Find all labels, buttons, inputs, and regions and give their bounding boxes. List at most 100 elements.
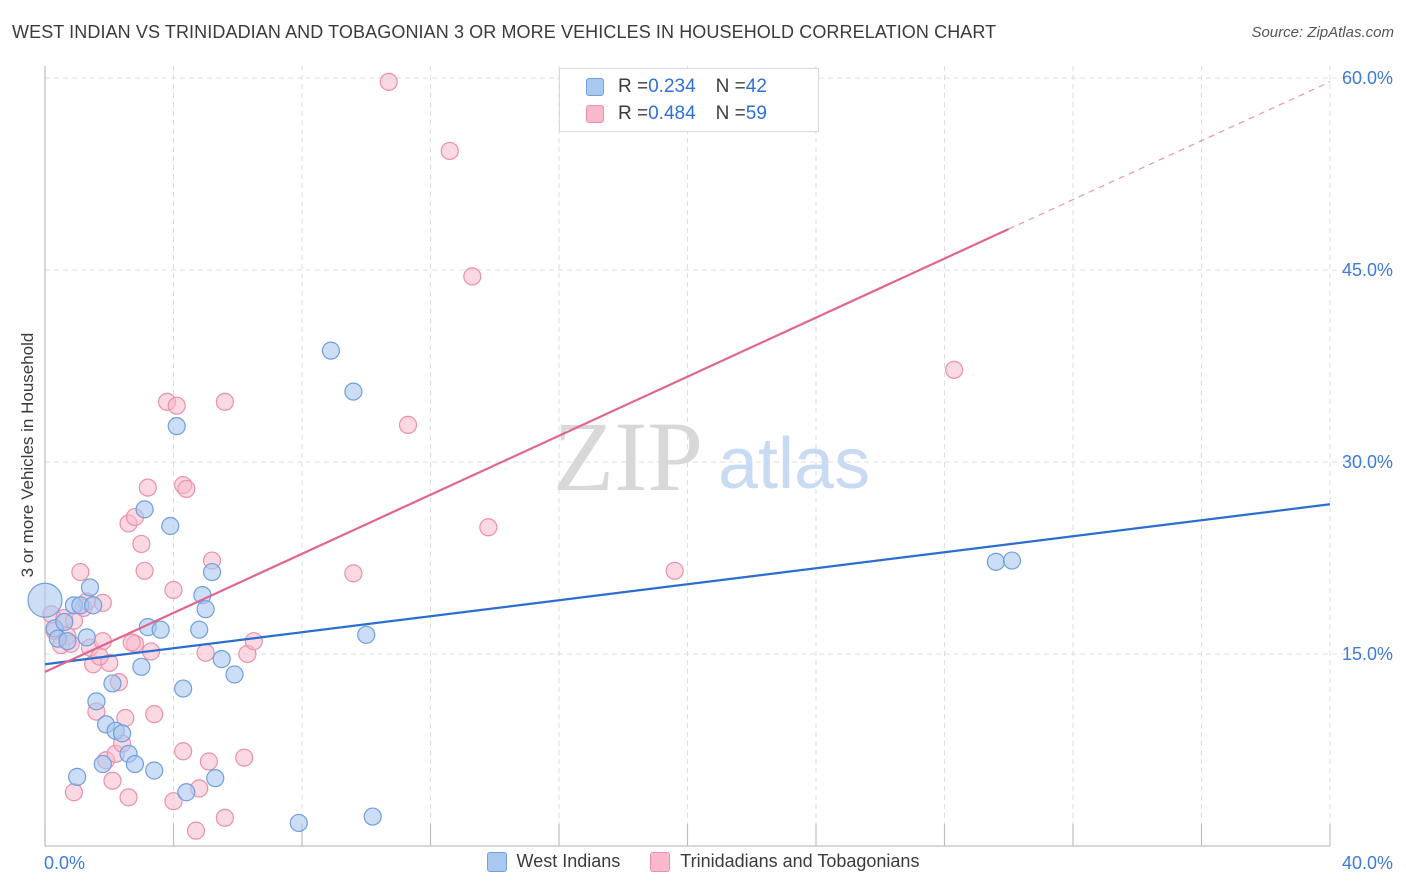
data-point-west-indians — [321, 341, 341, 360]
trendline-trinidadians — [44, 228, 1010, 673]
data-point-west-indians — [206, 769, 225, 788]
series-west-indians-points — [27, 341, 1022, 833]
legend-swatch-blue — [486, 851, 507, 872]
data-point-trinidadians — [463, 267, 482, 286]
axis-layer — [44, 66, 1331, 847]
data-point-west-indians — [225, 665, 244, 684]
data-point-west-indians — [80, 578, 100, 597]
y-tick-label: 15.0% — [1342, 644, 1393, 664]
data-point-trinidadians — [167, 396, 186, 415]
legend-swatch-blue — [586, 78, 604, 96]
legend-r-value: 0.484 — [648, 103, 696, 124]
data-point-west-indians — [986, 552, 1006, 571]
y-tick-label: 30.0% — [1342, 452, 1393, 472]
data-point-trinidadians — [145, 705, 164, 724]
legend-n-label: N = — [715, 76, 746, 97]
data-point-trinidadians — [215, 808, 234, 827]
data-point-west-indians — [357, 625, 376, 644]
data-point-west-indians — [190, 620, 209, 639]
data-point-trinidadians — [71, 562, 90, 582]
data-point-west-indians — [212, 650, 231, 669]
data-point-trinidadians — [64, 783, 84, 802]
data-point-west-indians — [174, 679, 193, 698]
data-point-west-indians — [112, 724, 132, 743]
x-tick-label: 0.0% — [44, 853, 85, 873]
legend-r-label: R = — [618, 103, 649, 124]
data-point-trinidadians — [164, 580, 183, 600]
data-point-trinidadians — [177, 479, 196, 498]
legend: R = 0.234 N = 42 R = 0.484 N = 59 — [559, 68, 819, 132]
data-point-west-indians — [68, 767, 87, 786]
trendline-west-indians — [44, 503, 1331, 666]
data-point-trinidadians — [440, 141, 459, 161]
watermark-zip: ZIP — [553, 401, 703, 512]
data-point-west-indians — [27, 582, 63, 618]
source-label: Source: ZipAtlas.com — [1251, 24, 1394, 41]
grid-layer — [45, 66, 1394, 846]
data-point-west-indians — [93, 754, 112, 774]
data-point-trinidadians — [215, 392, 234, 411]
data-point-trinidadians — [103, 771, 122, 790]
data-point-trinidadians — [196, 643, 215, 662]
data-point-west-indians — [344, 382, 363, 401]
data-point-west-indians — [55, 612, 74, 632]
data-point-trinidadians — [174, 742, 193, 761]
data-point-west-indians — [1002, 551, 1022, 570]
data-point-west-indians — [363, 807, 382, 826]
data-point-trinidadians — [665, 561, 684, 580]
data-point-trinidadians — [186, 821, 206, 840]
y-tick-label: 45.0% — [1342, 260, 1393, 280]
legend-r-value: 0.234 — [648, 76, 696, 97]
data-point-trinidadians — [379, 72, 398, 91]
bottom-legend: West Indians Trinidadians and Tobagonian… — [0, 851, 1406, 872]
data-point-west-indians — [177, 783, 196, 802]
legend-row-trinidadians: R = 0.484 N = 59 — [586, 102, 767, 126]
y-tick-label: 60.0% — [1342, 68, 1393, 88]
watermark: ZIP atlas — [553, 401, 870, 512]
data-point-west-indians — [196, 600, 215, 619]
data-point-west-indians — [202, 562, 222, 582]
bottom-legend-west-indians[interactable]: West Indians — [486, 851, 621, 872]
chart-title: WEST INDIAN VS TRINIDADIAN AND TOBAGONIA… — [12, 22, 997, 42]
data-point-trinidadians — [199, 752, 218, 771]
data-point-west-indians — [289, 813, 308, 833]
data-point-trinidadians — [945, 360, 964, 379]
data-point-trinidadians — [138, 478, 157, 497]
legend-swatch-pink — [650, 851, 671, 872]
data-point-west-indians — [135, 500, 154, 519]
data-point-west-indians — [77, 628, 96, 647]
data-point-west-indians — [58, 632, 77, 651]
data-point-trinidadians — [479, 518, 498, 537]
tick-labels: 15.0% 30.0% 45.0% 60.0% 0.0% 40.0% — [44, 68, 1393, 873]
data-point-trinidadians — [119, 788, 138, 807]
data-point-trinidadians — [132, 534, 151, 554]
x-tick-label: 40.0% — [1342, 853, 1393, 873]
data-point-trinidadians — [244, 632, 263, 651]
data-point-trinidadians — [135, 561, 154, 580]
data-point-west-indians — [87, 692, 106, 711]
watermark-atlas: atlas — [718, 424, 870, 504]
data-point-trinidadians — [398, 415, 418, 434]
data-point-west-indians — [167, 417, 186, 436]
data-point-trinidadians — [235, 748, 254, 767]
legend-row-west-indians: R = 0.234 N = 42 — [586, 75, 767, 99]
legend-n-value: 42 — [745, 76, 767, 97]
trendline-trinidadians-extension — [1008, 81, 1331, 230]
data-point-trinidadians — [122, 633, 141, 652]
data-point-west-indians — [151, 620, 170, 639]
legend-swatch-pink — [586, 105, 604, 123]
data-point-west-indians — [145, 761, 164, 780]
data-point-west-indians — [125, 754, 145, 774]
data-point-west-indians — [103, 674, 122, 693]
data-point-west-indians — [84, 596, 103, 615]
legend-n-value: 59 — [745, 103, 767, 124]
trend-lines — [44, 81, 1331, 673]
bottom-legend-trinidadians[interactable]: Trinidadians and Tobagonians — [650, 851, 919, 872]
legend-r-label: R = — [618, 76, 649, 97]
data-point-west-indians — [132, 657, 151, 676]
bottom-legend-label: Trinidadians and Tobagonians — [680, 851, 920, 871]
legend-n-label: N = — [715, 103, 746, 124]
data-point-trinidadians — [164, 792, 183, 811]
bottom-legend-label: West Indians — [516, 851, 621, 871]
